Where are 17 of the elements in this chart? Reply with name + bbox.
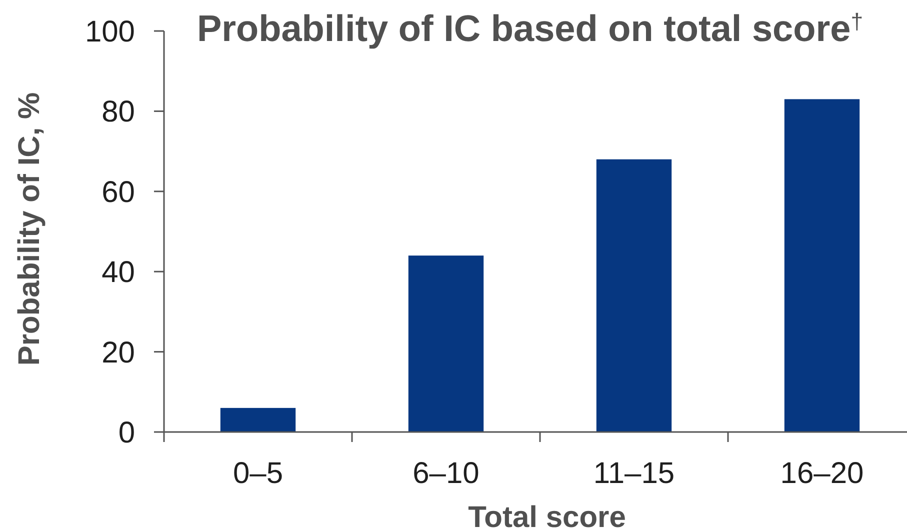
y-tick-label: 20 [102,336,135,370]
y-tick-label: 60 [102,176,135,209]
bar [596,159,672,432]
y-tick-label: 100 [84,16,135,48]
chart-title: Probability of IC based on total score$^{†}$ [196,8,864,49]
x-tick-label: 0–5 [232,457,284,490]
x-axis-title: Total score [468,501,626,531]
y-tick-label: 40 [102,256,135,290]
y-tick-label: 0 [118,416,135,450]
x-tick-label: 11–15 [593,457,675,490]
x-tick-label: 16–20 [780,457,864,490]
y-tick-label: 80 [102,96,135,129]
bar [408,256,484,432]
bar [784,99,860,432]
y-axis-title: Probability of IC, % [13,92,46,366]
bar [220,408,296,432]
x-tick-label: 6–10 [412,457,480,490]
